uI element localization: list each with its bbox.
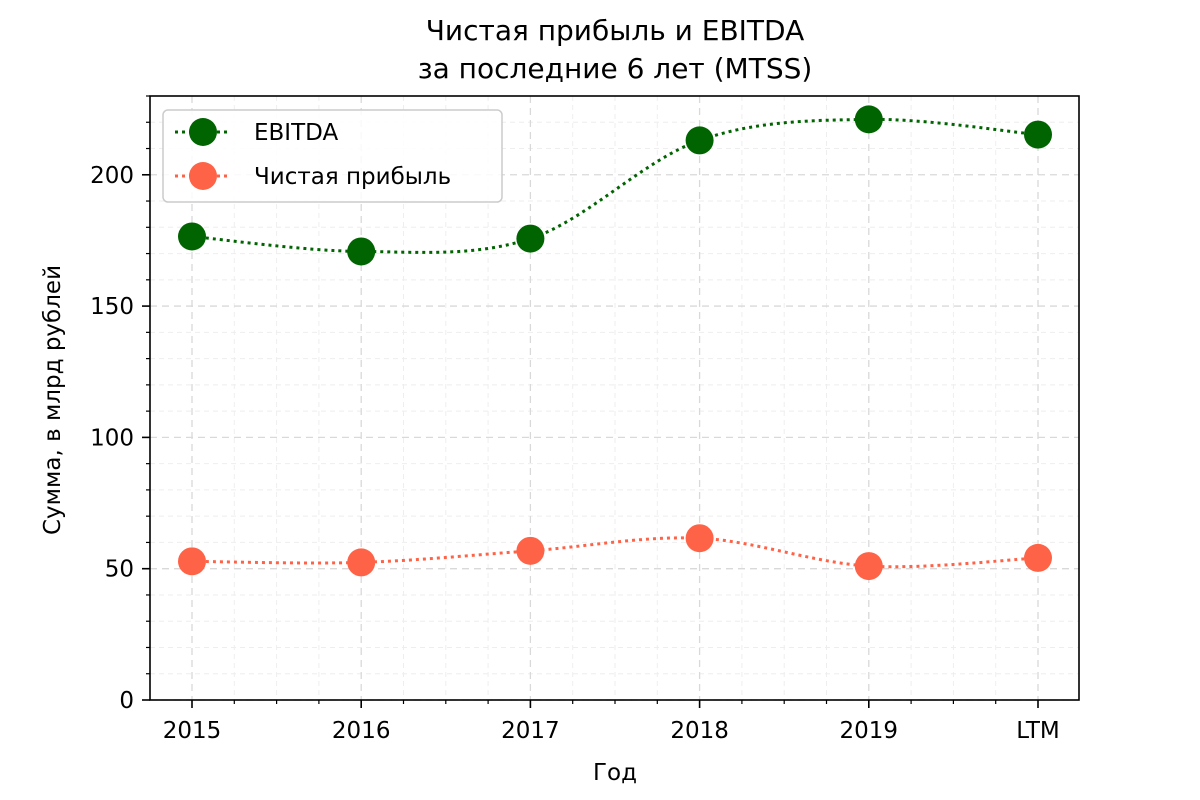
x-tick-label: 2017 (501, 718, 560, 744)
x-tick-label: 2015 (163, 718, 222, 744)
y-tick-label: 50 (105, 557, 134, 583)
data-point-ebitda (178, 222, 206, 251)
legend-net-profit-label: Чистая прибыль (254, 164, 451, 190)
x-tick-label: 2016 (332, 718, 391, 744)
legend: EBITDA Чистая прибыль (162, 109, 503, 203)
x-tick-label: 2019 (840, 718, 899, 744)
data-point-net-profit (516, 536, 545, 565)
data-point-net-profit (1024, 543, 1052, 572)
series-layer (178, 105, 1052, 581)
chart-title-line-2: за последние 6 лет (MTSS) (418, 52, 813, 85)
x-tick-label: 2018 (670, 718, 729, 744)
data-point-net-profit (854, 552, 883, 581)
data-point-net-profit (347, 548, 376, 577)
data-point-net-profit (685, 524, 714, 553)
chart-title-line-1: Чистая прибыль и EBITDA (426, 14, 805, 47)
x-tick-label: LTM (1016, 718, 1060, 744)
y-tick-label: 0 (119, 688, 134, 714)
data-point-ebitda (1024, 120, 1052, 149)
data-point-ebitda (516, 224, 545, 253)
y-axis-label: Сумма, в млрд рублей (40, 265, 66, 535)
data-point-net-profit (178, 547, 206, 576)
major-grid (150, 96, 1079, 701)
y-tick-label: 200 (90, 163, 134, 189)
y-tick-label: 100 (90, 425, 134, 451)
legend-net-profit-marker (189, 162, 217, 190)
series-line-net-profit (191, 536, 1039, 569)
legend-box (162, 109, 503, 203)
y-tick-label: 150 (90, 294, 134, 320)
data-point-ebitda (854, 105, 883, 134)
axes: 0 50 100 150 200 2015 2016 2017 2018 2019 LTM (90, 95, 1060, 744)
data-point-ebitda (685, 126, 714, 155)
x-axis-label: Год (593, 760, 637, 786)
legend-ebitda-label: EBITDA (254, 120, 338, 146)
legend-ebitda-marker (189, 118, 217, 146)
data-point-ebitda (347, 237, 376, 266)
